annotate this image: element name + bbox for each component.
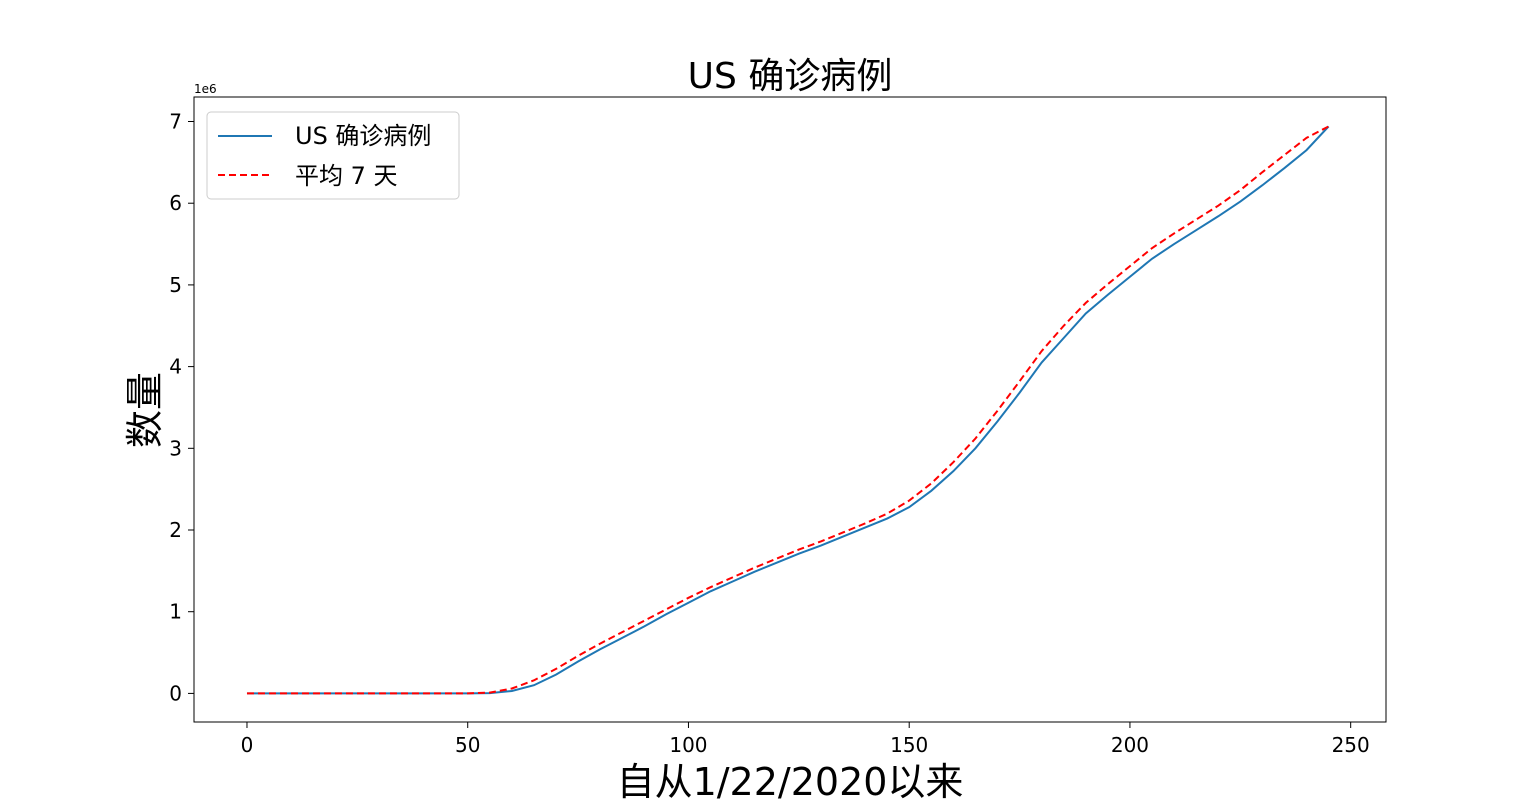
y-tick-label: 2 <box>169 518 182 542</box>
y-axis-label: 数量 <box>123 372 167 448</box>
x-tick-label: 100 <box>669 733 707 757</box>
y-offset-label: 1e6 <box>194 82 217 96</box>
x-tick-label: 50 <box>455 733 480 757</box>
y-tick-label: 4 <box>169 355 182 379</box>
y-tick-label: 0 <box>169 681 182 705</box>
x-axis-ticks: 0 50 100 150 200 250 <box>241 722 1370 757</box>
y-tick-label: 1 <box>169 600 182 624</box>
y-tick-label: 3 <box>169 436 182 460</box>
legend: US 确诊病例 平均 7 天 <box>207 112 459 199</box>
x-tick-label: 150 <box>890 733 928 757</box>
legend-label-7day-avg: 平均 7 天 <box>295 162 398 190</box>
x-tick-label: 200 <box>1111 733 1149 757</box>
y-tick-label: 5 <box>169 273 182 297</box>
x-tick-label: 0 <box>241 733 254 757</box>
chart-title: US 确诊病例 <box>688 56 893 97</box>
legend-label-us-cases: US 确诊病例 <box>295 122 431 150</box>
x-tick-label: 250 <box>1332 733 1370 757</box>
x-axis-label: 自从1/22/2020以来 <box>617 760 964 804</box>
y-tick-label: 6 <box>169 191 182 215</box>
y-tick-label: 7 <box>169 110 182 134</box>
y-axis-ticks: 0 1 2 3 4 5 6 7 <box>169 110 194 706</box>
